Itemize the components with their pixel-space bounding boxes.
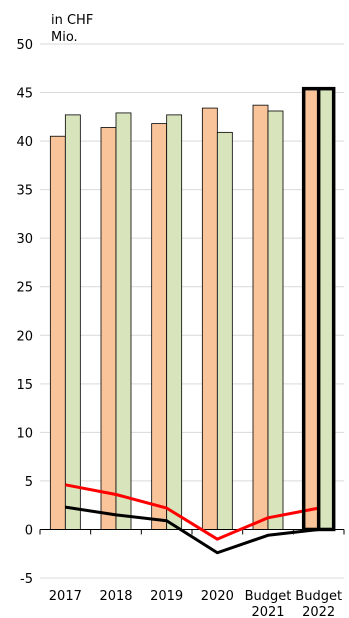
y-axis-ticks: -5 0 5 10 15 20 25 30 35 40 45 50: [16, 38, 33, 587]
gridlines: [40, 43, 344, 579]
x-tick-label: 2022: [302, 605, 335, 618]
bar: [216, 131, 233, 530]
y-tick-label: 30: [16, 232, 33, 247]
bar: [252, 104, 269, 530]
bar: [303, 88, 320, 530]
y-tick-label: 40: [16, 135, 33, 150]
bar: [115, 112, 132, 530]
highlight-box: [301, 86, 336, 532]
y-tick-label: 10: [16, 426, 33, 441]
y-tick-label: 45: [16, 87, 33, 102]
bar: [100, 127, 117, 530]
unit-label-line-1: in CHF: [51, 13, 93, 28]
y-tick-label: 5: [25, 475, 33, 490]
unit-label: in CHF Mio.: [51, 13, 93, 45]
x-tick-label: 2021: [251, 605, 284, 618]
y-tick-label: 35: [16, 184, 33, 199]
series-line: [65, 505, 319, 555]
y-tick-label: 20: [16, 329, 33, 344]
y-tick-label: 25: [16, 281, 33, 296]
y-tick-label: -5: [20, 572, 33, 587]
x-tick-label: 2017: [49, 589, 82, 604]
unit-label-line-2: Mio.: [51, 30, 78, 45]
x-tick-label: Budget: [295, 589, 342, 604]
x-tick-label: 2018: [99, 589, 132, 604]
lines: [65, 483, 319, 555]
bar: [318, 88, 335, 530]
x-tick-label: Budget: [245, 589, 292, 604]
x-tick-label: 2020: [201, 589, 234, 604]
bar: [151, 123, 168, 530]
y-tick-label: 15: [16, 378, 33, 393]
bar: [201, 107, 218, 530]
bars: [49, 88, 335, 530]
y-tick-label: 50: [16, 38, 33, 53]
bar: [267, 110, 284, 530]
bar: [166, 114, 183, 530]
x-tick-label: 2019: [150, 589, 183, 604]
x-axis: [39, 528, 345, 535]
series-line: [65, 483, 319, 541]
bar: [49, 135, 66, 530]
bar: [64, 114, 81, 530]
y-tick-label: 0: [25, 523, 33, 538]
